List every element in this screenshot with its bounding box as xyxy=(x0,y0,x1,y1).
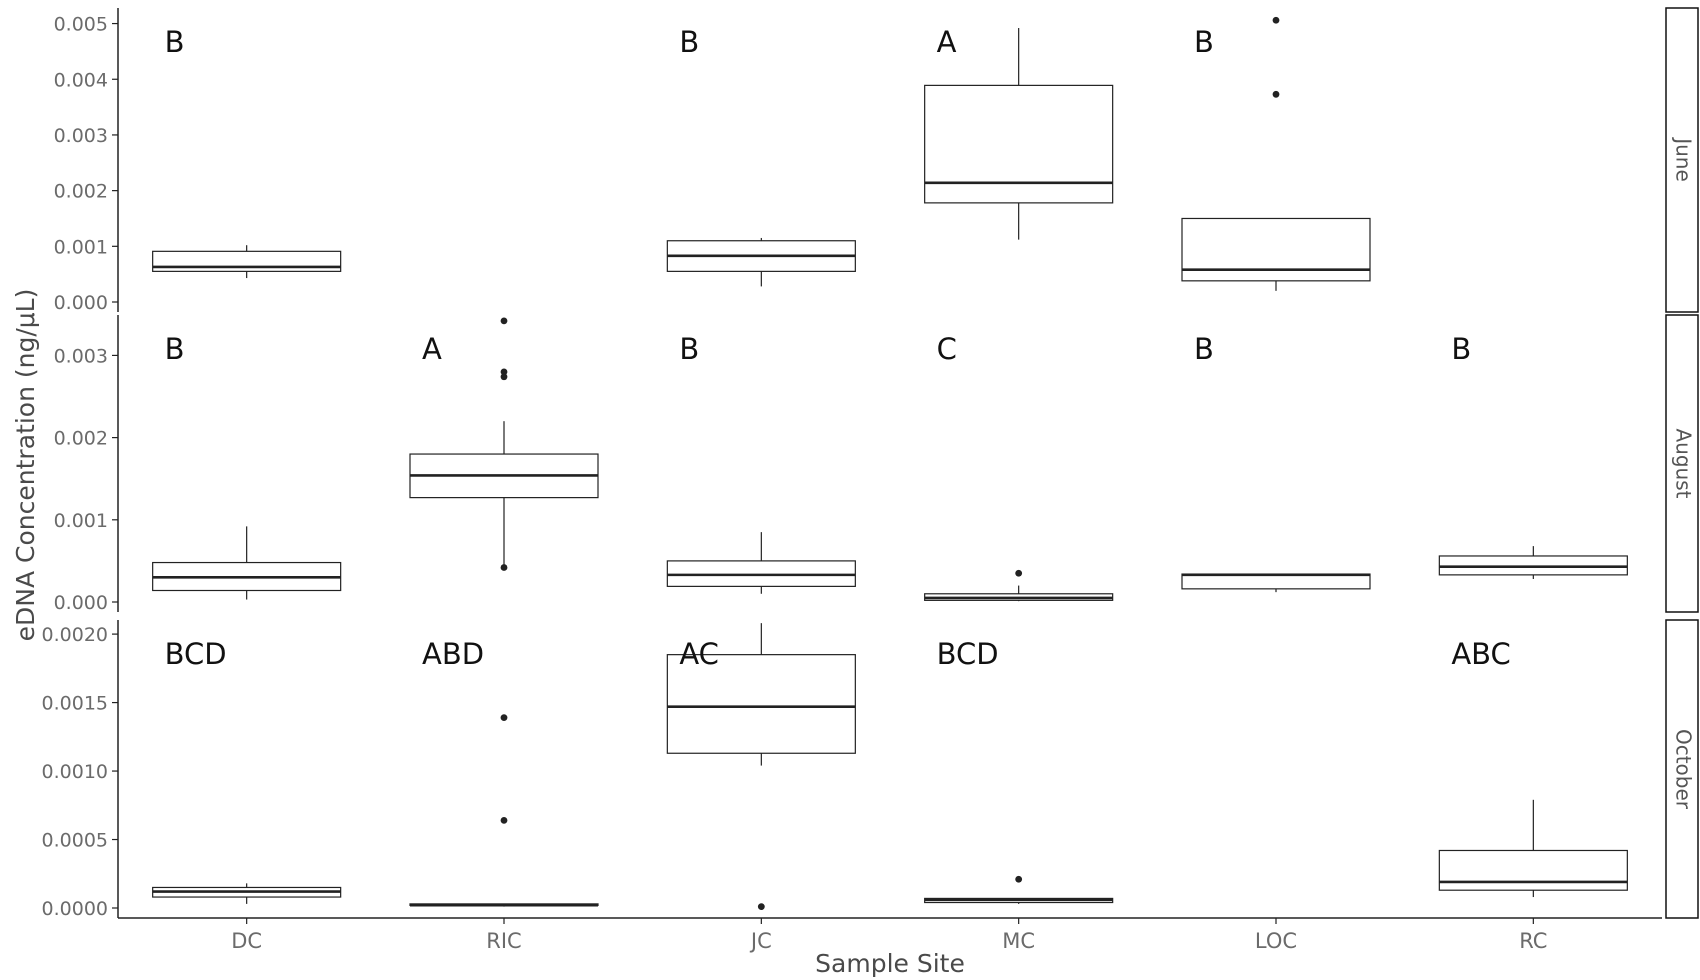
y-tick-label: 0.0015 xyxy=(42,693,108,715)
y-tick-label: 0.0020 xyxy=(42,624,108,646)
box-body xyxy=(1438,849,1628,891)
y-tick-label: 0.0010 xyxy=(42,761,108,783)
y-tick-label: 0.0005 xyxy=(42,830,108,852)
outlier-point xyxy=(1272,90,1280,98)
box-body xyxy=(666,654,856,754)
box-jc-october xyxy=(666,623,856,911)
y-tick-label: 0.000 xyxy=(54,592,108,614)
outlier-point xyxy=(500,373,508,381)
x-tick-label: MC xyxy=(1002,929,1035,953)
x-axis: DC RIC JC MC LOC RC xyxy=(118,917,1662,953)
box-dc-october xyxy=(152,883,342,904)
outlier-point xyxy=(1015,875,1023,883)
facet-strip-june xyxy=(1665,7,1699,313)
significance-letter-dc-august: B xyxy=(165,332,185,366)
significance-letter-loc-august: B xyxy=(1194,332,1214,366)
y-tick-label: 0.003 xyxy=(54,125,108,147)
panel-august: 0.000 0.001 0.002 0.003 August B A B C B B xyxy=(54,314,1699,614)
facet-strip-october xyxy=(1665,619,1699,919)
x-tick-label: LOC xyxy=(1255,929,1297,953)
box-jc-august xyxy=(666,532,856,594)
significance-letter-mc-august: C xyxy=(937,332,957,366)
y-tick-label: 0.004 xyxy=(54,69,108,91)
significance-letter-mc-june: A xyxy=(937,25,957,59)
box-ric-august xyxy=(409,317,599,571)
panel-june: 0.000 0.001 0.002 0.003 0.004 0.005 June B B A B xyxy=(54,7,1699,314)
y-tick-label: 0.001 xyxy=(54,236,108,258)
significance-letter-loc-june: B xyxy=(1194,25,1214,59)
box-loc-august xyxy=(1181,573,1371,593)
outlier-point xyxy=(757,903,765,911)
box-body xyxy=(1181,217,1371,282)
facet-strip-august xyxy=(1665,314,1699,613)
y-tick-label: 0.0000 xyxy=(42,898,108,920)
significance-letter-jc-august: B xyxy=(679,332,699,366)
panel-october: 0.0000 0.0005 0.0010 0.0015 0.0020 October BCD… xyxy=(42,619,1699,920)
significance-letter-ric-october: ABD xyxy=(422,637,484,671)
box-mc-october xyxy=(924,875,1114,904)
significance-letter-ric-august: A xyxy=(422,332,442,366)
y-axis-title: eDNA Concentration (ng/μL) xyxy=(11,289,40,642)
outlier-point xyxy=(500,714,508,722)
box-rc-october xyxy=(1438,799,1628,898)
box-dc-august xyxy=(152,526,342,600)
facet-strip-label: October xyxy=(1672,729,1696,810)
y-tick-label: 0.000 xyxy=(54,292,108,314)
outlier-point xyxy=(1015,569,1023,577)
significance-letter-rc-august: B xyxy=(1451,332,1471,366)
x-tick-label: RC xyxy=(1519,929,1547,953)
box-mc-june xyxy=(924,28,1114,240)
significance-letter-jc-october: AC xyxy=(679,637,719,671)
outlier-point xyxy=(500,564,508,571)
significance-letter-mc-october: BCD xyxy=(937,637,999,671)
x-tick-label: DC xyxy=(231,929,262,953)
significance-letter-dc-october: BCD xyxy=(165,637,227,671)
y-tick-label: 0.002 xyxy=(54,181,108,203)
outlier-point xyxy=(1272,16,1280,24)
facet-strip-label: August xyxy=(1672,429,1696,499)
x-tick-label: JC xyxy=(749,929,772,953)
facet-strip-label: June xyxy=(1672,136,1696,182)
x-axis-title: Sample Site xyxy=(815,949,965,978)
x-tick-label: RIC xyxy=(486,929,521,953)
box-mc-august xyxy=(924,569,1114,602)
outlier-point xyxy=(500,368,508,376)
significance-letter-jc-june: B xyxy=(679,25,699,59)
outlier-point xyxy=(500,317,508,325)
y-tick-label: 0.005 xyxy=(54,14,108,36)
y-tick-label: 0.003 xyxy=(54,345,108,367)
box-loc-june xyxy=(1181,16,1371,291)
box-dc-june xyxy=(152,245,342,279)
box-body xyxy=(152,250,342,272)
box-body xyxy=(924,84,1114,204)
box-rc-august xyxy=(1438,546,1628,579)
outlier-point xyxy=(500,816,508,824)
significance-letter-rc-october: ABC xyxy=(1451,637,1510,671)
box-body xyxy=(1181,573,1371,590)
significance-letter-dc-june: B xyxy=(165,25,185,59)
y-tick-label: 0.002 xyxy=(54,428,108,450)
y-tick-label: 0.001 xyxy=(54,510,108,532)
box-jc-june xyxy=(666,237,856,287)
box-ric-october xyxy=(409,714,599,907)
